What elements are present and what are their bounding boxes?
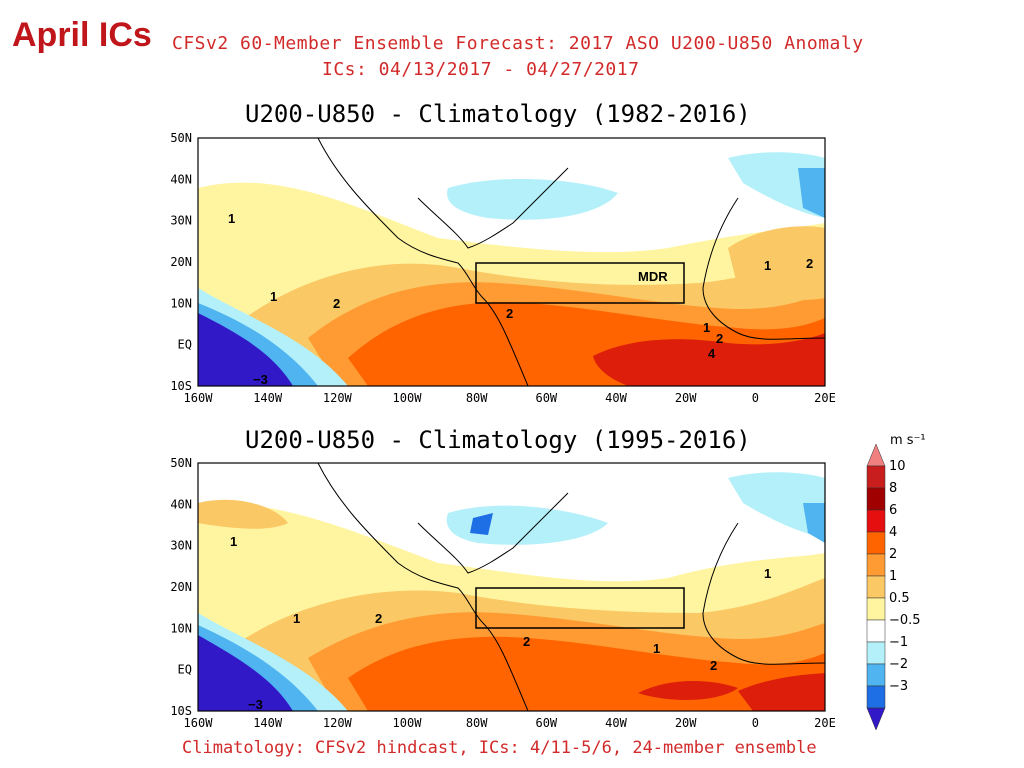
lat-tick-label: EQ (178, 338, 192, 352)
lon-tick-label: 20W (675, 391, 697, 405)
lat-tick-label: 40N (170, 172, 192, 186)
lon-tick-label: 80W (466, 391, 488, 405)
slide-title: April ICs (12, 16, 152, 54)
contour-label: 1 (764, 566, 771, 581)
ic-dates: ICs: 04/13/2017 - 04/27/2017 (322, 59, 640, 80)
lat-tick-label: 10N (170, 621, 192, 635)
colorbar-swatch (866, 487, 886, 511)
colorbar-units: m s⁻¹ (890, 433, 926, 448)
lat-tick-label: 10S (170, 704, 192, 718)
colorbar-level-label: −0.5 (889, 613, 921, 628)
colorbar-level-label: 10 (889, 459, 906, 474)
colorbar-swatch (866, 531, 886, 555)
lon-tick-label: 140W (253, 391, 283, 405)
contour-label: −3 (253, 372, 268, 387)
contour-label: 1 (653, 641, 660, 656)
lon-tick-label: 20W (675, 716, 697, 730)
colorbar-swatch (866, 641, 886, 665)
contour-label: 1 (230, 534, 237, 549)
lon-tick-label: 120W (323, 391, 353, 405)
panel-1-title: U200-U850 - Climatology (1982-2016) (245, 100, 751, 128)
lat-tick-label: EQ (178, 663, 192, 677)
panel-2-map: 1 1 2 2 1 2 1 −3 50N 40N 30N 20N 10N EQ 10S 16… (170, 456, 836, 730)
lat-tick-label: 10N (170, 296, 192, 310)
panel-1-map: MDR 1 1 2 2 1 2 2 1 4 −3 50N 40N 30N 20N 10N… (170, 131, 836, 405)
lon-tick-label: 100W (393, 716, 423, 730)
contour-label: 2 (716, 331, 723, 346)
lat-tick-label: 20N (170, 580, 192, 594)
colorbar-level-label: −3 (889, 679, 908, 694)
colorbar-swatch (866, 663, 886, 687)
footer-note: Climatology: CFSv2 hindcast, ICs: 4/11-5… (182, 738, 817, 758)
colorbar-swatch (866, 509, 886, 533)
lat-tick-label: 30N (170, 539, 192, 553)
colorbar-level-label: 4 (889, 525, 897, 540)
contour-label: 1 (270, 289, 277, 304)
lon-tick-label: 0 (752, 716, 759, 730)
colorbar-level-label: −1 (889, 635, 908, 650)
lon-tick-label: 120W (323, 716, 353, 730)
lat-tick-label: 10S (170, 379, 192, 393)
contour-label: 1 (764, 258, 771, 273)
colorbar-level-label: −2 (889, 657, 908, 672)
contour-label: 4 (708, 346, 716, 361)
contour-label: 1 (293, 611, 300, 626)
mdr-label: MDR (638, 269, 668, 284)
lat-tick-label: 30N (170, 214, 192, 228)
lon-tick-label: 140W (253, 716, 283, 730)
lat-tick-label: 50N (170, 131, 192, 145)
colorbar-level-label: 1 (889, 569, 897, 584)
colorbar-swatch (866, 619, 886, 643)
colorbar-swatch (866, 685, 886, 709)
contour-label: 1 (703, 320, 710, 335)
lon-tick-label: 80W (466, 716, 488, 730)
colorbar-swatch (866, 707, 886, 731)
lon-tick-label: 40W (605, 391, 627, 405)
lon-tick-label: 40W (605, 716, 627, 730)
lon-tick-label: 100W (393, 391, 423, 405)
colorbar-level-label: 6 (889, 503, 897, 518)
lon-tick-label: 160W (184, 391, 214, 405)
panel-2-title: U200-U850 - Climatology (1995-2016) (245, 426, 751, 454)
colorbar: 10 8 6 4 2 1 0.5 −0.5 −1 −2 −3 (866, 443, 921, 731)
lon-tick-label: 0 (752, 391, 759, 405)
contour-label: 2 (523, 634, 530, 649)
contour-label: 2 (333, 296, 340, 311)
colorbar-swatch (866, 575, 886, 599)
contour-label: 2 (806, 256, 813, 271)
lat-tick-label: 50N (170, 456, 192, 470)
colorbar-level-label: 0.5 (889, 591, 910, 606)
contour-label: 2 (506, 306, 513, 321)
colorbar-swatch (866, 465, 886, 489)
contour-label: −3 (248, 697, 263, 712)
lon-tick-label: 20E (814, 716, 836, 730)
colorbar-level-label: 8 (889, 481, 897, 496)
colorbar-swatch (866, 597, 886, 621)
lon-tick-label: 160W (184, 716, 214, 730)
lon-tick-label: 60W (535, 716, 557, 730)
colorbar-level-label: 2 (889, 547, 897, 562)
colorbar-swatch (866, 443, 886, 467)
lon-tick-label: 20E (814, 391, 836, 405)
lon-tick-label: 60W (535, 391, 557, 405)
contour-label: 2 (375, 611, 382, 626)
lat-tick-label: 40N (170, 497, 192, 511)
contour-label: 2 (710, 658, 717, 673)
forecast-title: CFSv2 60-Member Ensemble Forecast: 2017 … (172, 33, 864, 54)
colorbar-swatch (866, 553, 886, 577)
contour-label: 1 (228, 211, 235, 226)
lat-tick-label: 20N (170, 255, 192, 269)
